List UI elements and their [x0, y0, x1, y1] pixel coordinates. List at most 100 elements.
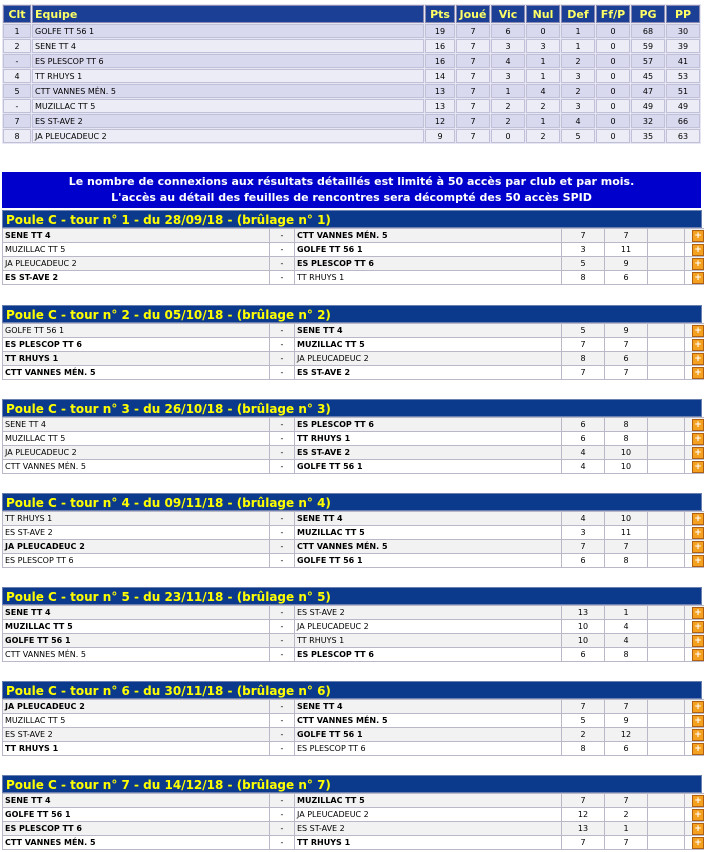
round-block: Poule C - tour n° 7 - du 14/12/18 - (brû…: [2, 775, 704, 850]
away-score: 7: [604, 365, 648, 380]
detail-cell[interactable]: +: [684, 431, 704, 446]
plus-icon[interactable]: +: [692, 271, 704, 284]
match-separator: -: [269, 228, 295, 243]
standings-cell: 3: [491, 39, 525, 53]
plus-icon[interactable]: +: [692, 714, 704, 727]
detail-cell[interactable]: +: [684, 337, 704, 352]
standings-row: 8 JA PLEUCADEUC 2 9 7 0 2 5 0 35 63: [3, 129, 700, 143]
plus-icon[interactable]: +: [692, 446, 704, 459]
detail-cell[interactable]: +: [684, 365, 704, 380]
standings-cell: 7: [456, 69, 490, 83]
plus-icon[interactable]: +: [692, 432, 704, 445]
standings-cell: 1: [561, 24, 595, 38]
match-separator: -: [269, 417, 295, 432]
detail-cell[interactable]: +: [684, 256, 704, 271]
detail-cell[interactable]: +: [684, 459, 704, 474]
detail-cell[interactable]: +: [684, 647, 704, 662]
standings-cell: 30: [666, 24, 700, 38]
detail-cell[interactable]: +: [684, 741, 704, 756]
plus-icon[interactable]: +: [692, 648, 704, 661]
plus-icon[interactable]: +: [692, 338, 704, 351]
round-matches-table: SENE TT 4- ES PLESCOP TT 6 6 8 + MUZILLAC TT …: [2, 417, 704, 474]
detail-cell[interactable]: +: [684, 633, 704, 648]
away-team: TT RHUYS 1: [294, 270, 562, 285]
plus-icon[interactable]: +: [692, 620, 704, 633]
empty-cell: [647, 633, 685, 648]
standings-cell: 8: [3, 129, 31, 143]
standings-cell: 0: [596, 99, 630, 113]
plus-icon[interactable]: +: [692, 512, 704, 525]
away-score: 11: [604, 242, 648, 257]
team-name: GOLFE TT 56 1: [32, 24, 424, 38]
team-name: CTT VANNES MÉN. 5: [32, 84, 424, 98]
detail-cell[interactable]: +: [684, 445, 704, 460]
plus-icon[interactable]: +: [692, 229, 704, 242]
plus-icon[interactable]: +: [692, 352, 704, 365]
home-score: 10: [561, 633, 605, 648]
plus-icon[interactable]: +: [692, 728, 704, 741]
away-score: 8: [604, 417, 648, 432]
away-team: GOLFE TT 56 1: [294, 727, 562, 742]
standings-row: 4 TT RHUYS 1 14 7 3 1 3 0 45 53: [3, 69, 700, 83]
standings-cell: 4: [491, 54, 525, 68]
detail-cell[interactable]: +: [684, 511, 704, 526]
standings-cell: 49: [631, 99, 665, 113]
standings-cell: 68: [631, 24, 665, 38]
plus-icon[interactable]: +: [692, 794, 704, 807]
detail-cell[interactable]: +: [684, 270, 704, 285]
plus-icon[interactable]: +: [692, 366, 704, 379]
plus-icon[interactable]: +: [692, 836, 704, 849]
round-block: Poule C - tour n° 4 - du 09/11/18 - (brû…: [2, 493, 704, 568]
detail-cell[interactable]: +: [684, 699, 704, 714]
plus-icon[interactable]: +: [692, 257, 704, 270]
standings-cell: 9: [425, 129, 455, 143]
plus-icon[interactable]: +: [692, 700, 704, 713]
team-name: ES PLESCOP TT 6: [32, 54, 424, 68]
plus-icon[interactable]: +: [692, 808, 704, 821]
match-separator: -: [269, 713, 295, 728]
detail-cell[interactable]: +: [684, 713, 704, 728]
standings-cell: 1: [526, 54, 560, 68]
detail-cell[interactable]: +: [684, 539, 704, 554]
detail-cell[interactable]: +: [684, 525, 704, 540]
detail-cell[interactable]: +: [684, 807, 704, 822]
detail-cell[interactable]: +: [684, 553, 704, 568]
plus-icon[interactable]: +: [692, 324, 704, 337]
plus-icon[interactable]: +: [692, 243, 704, 256]
standings-cell: 7: [456, 54, 490, 68]
match-separator: -: [269, 699, 295, 714]
plus-icon[interactable]: +: [692, 742, 704, 755]
detail-cell[interactable]: +: [684, 242, 704, 257]
detail-cell[interactable]: +: [684, 619, 704, 634]
plus-icon[interactable]: +: [692, 418, 704, 431]
away-score: 7: [604, 699, 648, 714]
match-row: JA PLEUCADEUC 2- ES ST-AVE 2 4 10 +: [2, 445, 704, 460]
home-score: 7: [561, 699, 605, 714]
plus-icon[interactable]: +: [692, 554, 704, 567]
standings-cell: 2: [561, 84, 595, 98]
detail-cell[interactable]: +: [684, 351, 704, 366]
plus-icon[interactable]: +: [692, 606, 704, 619]
detail-cell[interactable]: +: [684, 793, 704, 808]
detail-cell[interactable]: +: [684, 605, 704, 620]
detail-cell[interactable]: +: [684, 323, 704, 338]
plus-icon[interactable]: +: [692, 634, 704, 647]
standings-row: 5 CTT VANNES MÉN. 5 13 7 1 4 2 0 47 51: [3, 84, 700, 98]
detail-cell[interactable]: +: [684, 835, 704, 850]
match-separator: -: [269, 525, 295, 540]
detail-cell[interactable]: +: [684, 821, 704, 836]
away-team: GOLFE TT 56 1: [294, 242, 562, 257]
col-pg: PG: [631, 5, 665, 23]
empty-cell: [647, 459, 685, 474]
detail-cell[interactable]: +: [684, 727, 704, 742]
plus-icon[interactable]: +: [692, 540, 704, 553]
match-row: CTT VANNES MÉN. 5- ES PLESCOP TT 6 6 8 +: [2, 647, 704, 662]
plus-icon[interactable]: +: [692, 526, 704, 539]
detail-cell[interactable]: +: [684, 228, 704, 243]
match-row: JA PLEUCADEUC 2- CTT VANNES MÉN. 5 7 7 +: [2, 539, 704, 554]
empty-cell: [647, 351, 685, 366]
plus-icon[interactable]: +: [692, 460, 704, 473]
detail-cell[interactable]: +: [684, 417, 704, 432]
plus-icon[interactable]: +: [692, 822, 704, 835]
empty-cell: [647, 511, 685, 526]
